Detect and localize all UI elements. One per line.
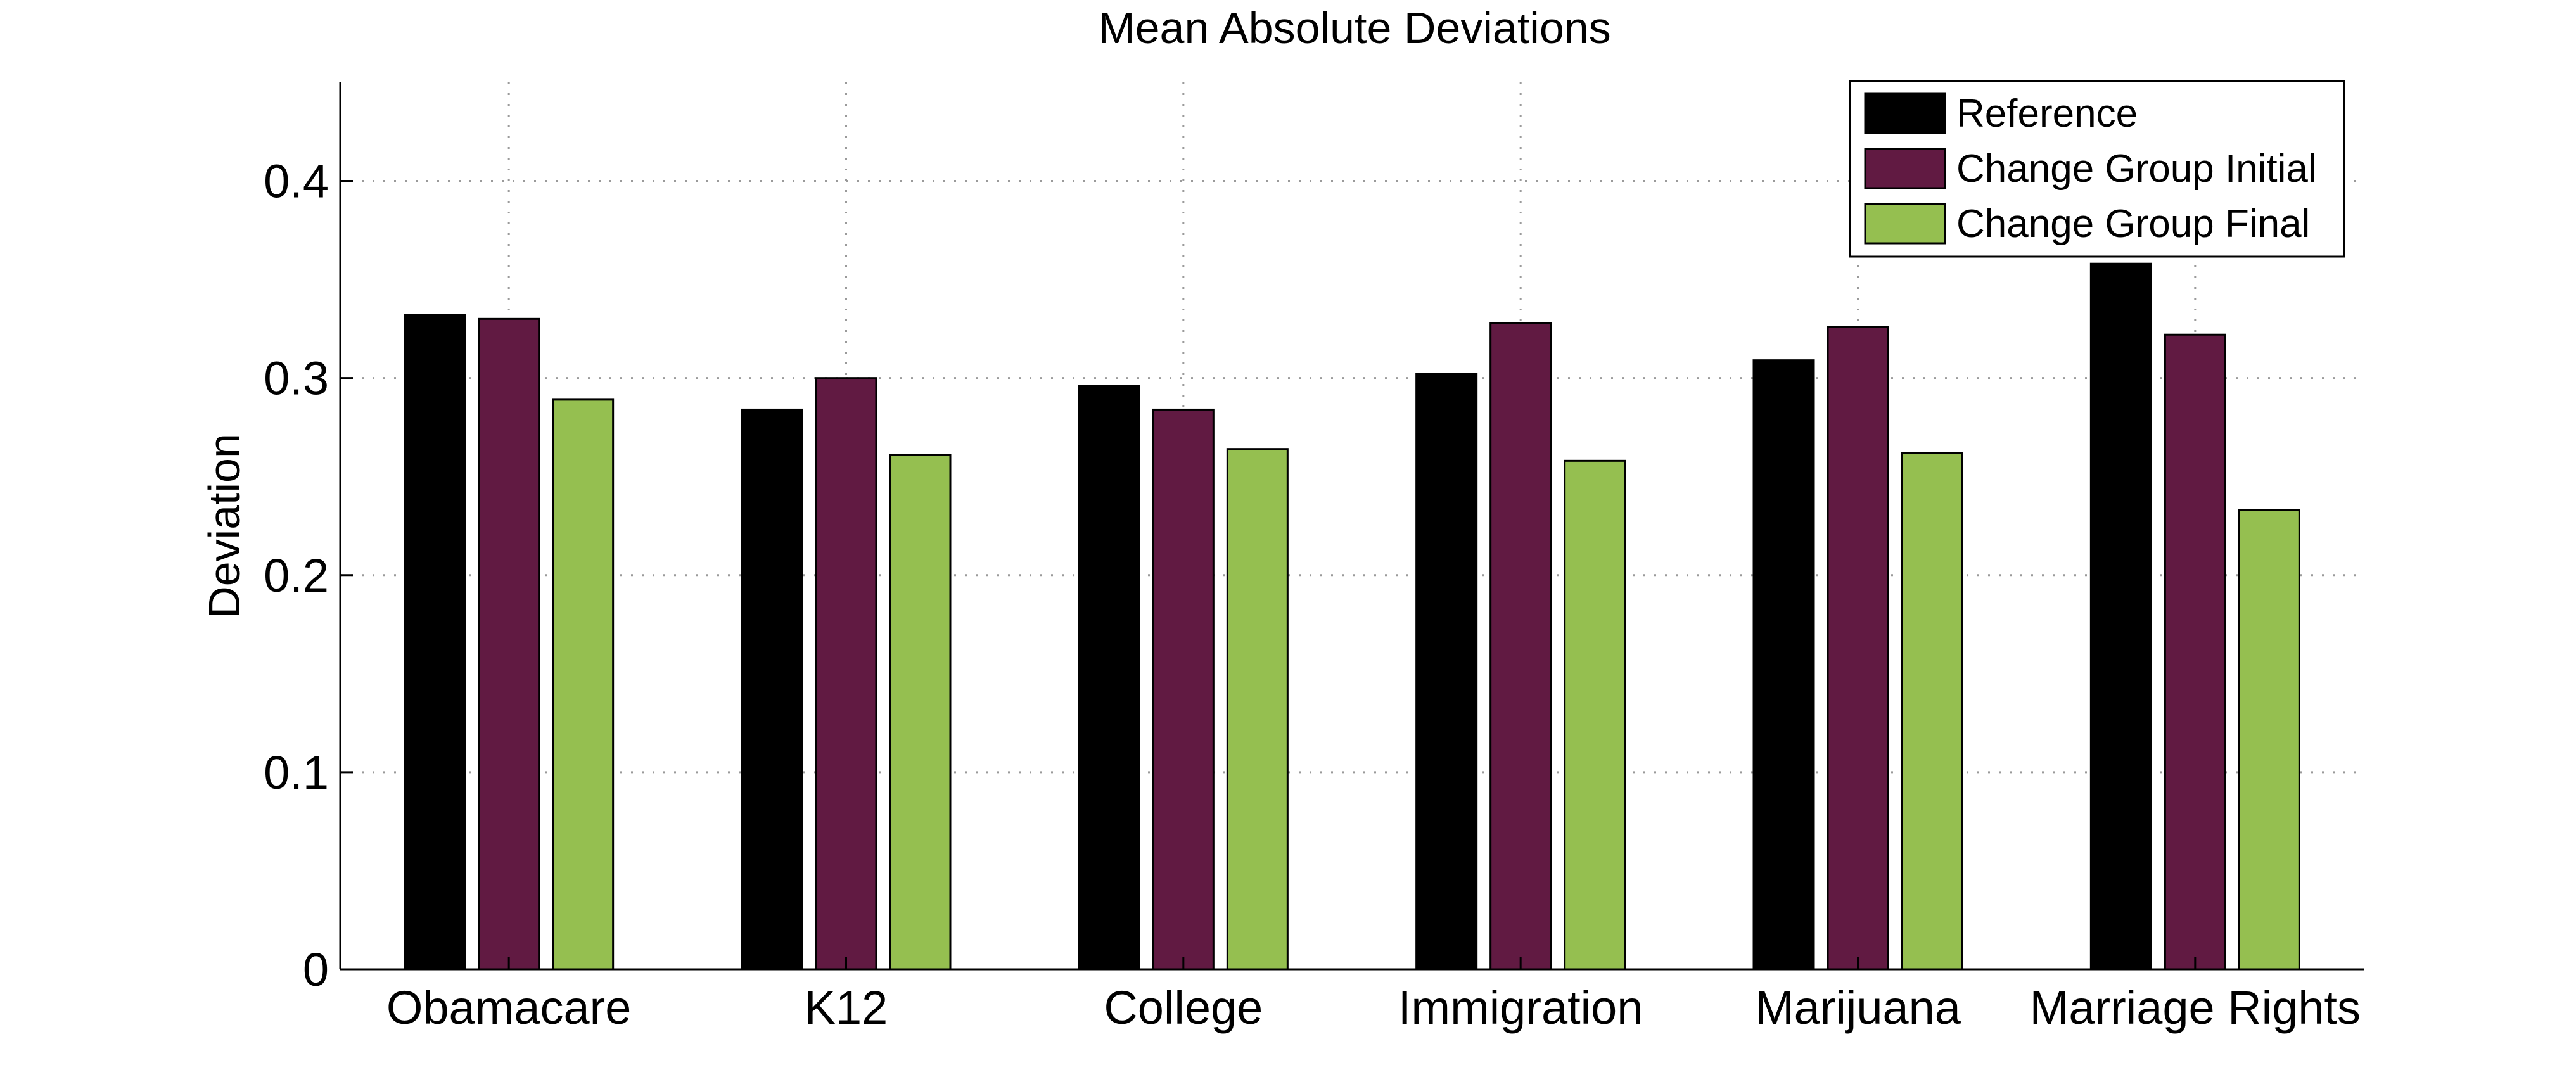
legend: Reference Change Group Initial Change Grou… (1849, 80, 2345, 258)
bar (889, 454, 952, 971)
bar (1564, 459, 1626, 971)
x-tick-label: Obamacare (386, 981, 632, 1034)
bar (1415, 373, 1478, 971)
y-tick-label: 0.1 (264, 746, 329, 799)
bar (741, 408, 803, 971)
bar (815, 377, 877, 971)
chart-title: Mean Absolute Deviations (1098, 3, 1610, 53)
legend-label: Change Group Final (1956, 202, 2310, 246)
bar (2238, 509, 2300, 971)
legend-swatch (1864, 92, 1946, 134)
legend-label: Reference (1956, 92, 2138, 136)
bar (1901, 452, 1963, 971)
y-tick-label: 0.2 (264, 549, 329, 602)
bar (552, 398, 615, 971)
y-tick-label: 0 (303, 943, 329, 996)
y-tick-label: 0.4 (264, 155, 329, 208)
bar (2089, 262, 2152, 971)
x-tick-label: Marriage Rights (2030, 981, 2361, 1034)
bar (1827, 326, 1889, 971)
bar (1226, 448, 1289, 971)
x-tick-label: Marijuana (1755, 981, 1961, 1034)
y-axis-label: Deviation (200, 433, 249, 618)
x-tick-label: College (1104, 981, 1263, 1034)
bar (2164, 333, 2226, 971)
bar (1489, 322, 1552, 971)
x-tick-labels: Obamacare K12 College Immigration Marijuana M… (386, 981, 2361, 1034)
y-tick-labels: 0 0.1 0.2 0.3 0.4 (264, 155, 329, 996)
bar (478, 317, 540, 971)
x-tick-label: Immigration (1398, 981, 1643, 1034)
bars (404, 262, 2300, 971)
x-tick-label: K12 (805, 981, 888, 1034)
legend-swatch (1864, 148, 1946, 189)
bar (1752, 359, 1815, 971)
axes (339, 82, 2364, 971)
bar (1078, 385, 1140, 971)
y-tick-label: 0.3 (264, 352, 329, 405)
bar (404, 314, 466, 971)
legend-label: Change Group Initial (1956, 147, 2317, 191)
bar (1152, 408, 1215, 971)
legend-swatch (1864, 203, 1946, 245)
